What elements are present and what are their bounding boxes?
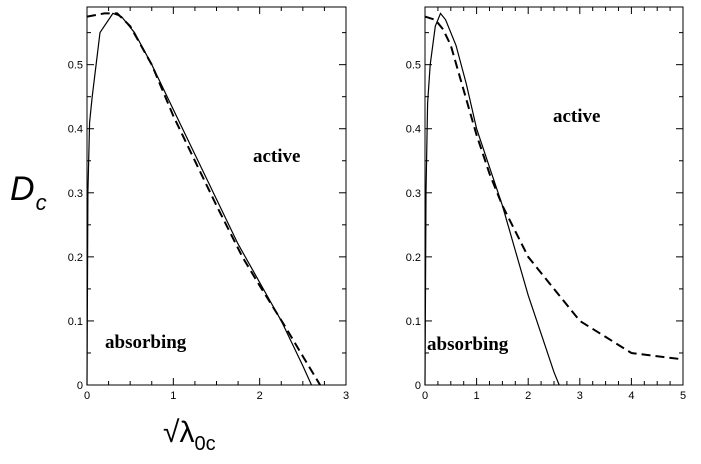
y-tick-label: 0.3: [68, 188, 83, 200]
x-tick-label: 1: [474, 390, 480, 402]
y-tick-label: 0.1: [68, 316, 83, 328]
y-axis-title-sub: c: [36, 190, 47, 215]
y-tick-label: 0.1: [406, 316, 421, 328]
y-tick-label: 0: [77, 380, 83, 392]
plot-frame: [424, 6, 684, 386]
right-chart: 0 1 2 3 4 5 0 0.1 0.2 0.3 0.4 0.5 active absorbing: [406, 6, 686, 402]
left-chart: 0 1 2 3 0 0.1 0.2 0.3 0.4 0.5 active absorbing Dc…: [10, 6, 349, 455]
annotation-active: active: [253, 146, 300, 167]
y-tick-label: 0.4: [68, 124, 83, 136]
tick-labels: 0 1 2 3 4 5 0 0.1 0.2 0.3 0.4 0.5: [406, 60, 686, 402]
x-tick-label: 2: [525, 390, 531, 402]
x-tick-label: 1: [170, 390, 176, 402]
series-lines: [424, 12, 684, 386]
y-tick-label: 0.4: [406, 124, 421, 136]
y-axis-title-main: D: [10, 170, 35, 208]
annotation-absorbing: absorbing: [105, 332, 187, 353]
plot-frame: [86, 6, 347, 386]
y-tick-label: 0.5: [68, 60, 83, 72]
solid-series-line: [424, 12, 560, 386]
y-tick-label: 0.2: [68, 252, 83, 264]
solid-series-line: [86, 12, 313, 386]
y-tick-label: 0: [415, 380, 421, 392]
dashed-series-line: [424, 15, 684, 361]
x-axis-title: √λ0c: [163, 416, 216, 455]
axis-ticks: [424, 7, 684, 386]
x-axis-title-sub: 0c: [194, 433, 215, 455]
axis-ticks: [86, 7, 347, 386]
x-tick-label: 3: [577, 390, 583, 402]
x-tick-label: 2: [257, 390, 263, 402]
x-tick-label: 3: [343, 390, 349, 402]
y-tick-label: 0.2: [406, 252, 421, 264]
y-axis-title: Dc: [10, 170, 47, 215]
dashed-series-line: [86, 12, 321, 386]
annotation-absorbing: absorbing: [427, 334, 509, 355]
x-tick-label: 5: [680, 390, 686, 402]
y-tick-label: 0.3: [406, 188, 421, 200]
y-tick-label: 0.5: [406, 60, 421, 72]
annotation-active: active: [553, 106, 600, 127]
x-axis-title-main: √λ: [163, 416, 194, 449]
x-tick-label: 0: [84, 390, 90, 402]
x-tick-label: 0: [422, 390, 428, 402]
x-tick-label: 4: [628, 390, 634, 402]
series-lines: [86, 12, 321, 386]
tick-labels: 0 1 2 3 0 0.1 0.2 0.3 0.4 0.5: [68, 60, 349, 402]
